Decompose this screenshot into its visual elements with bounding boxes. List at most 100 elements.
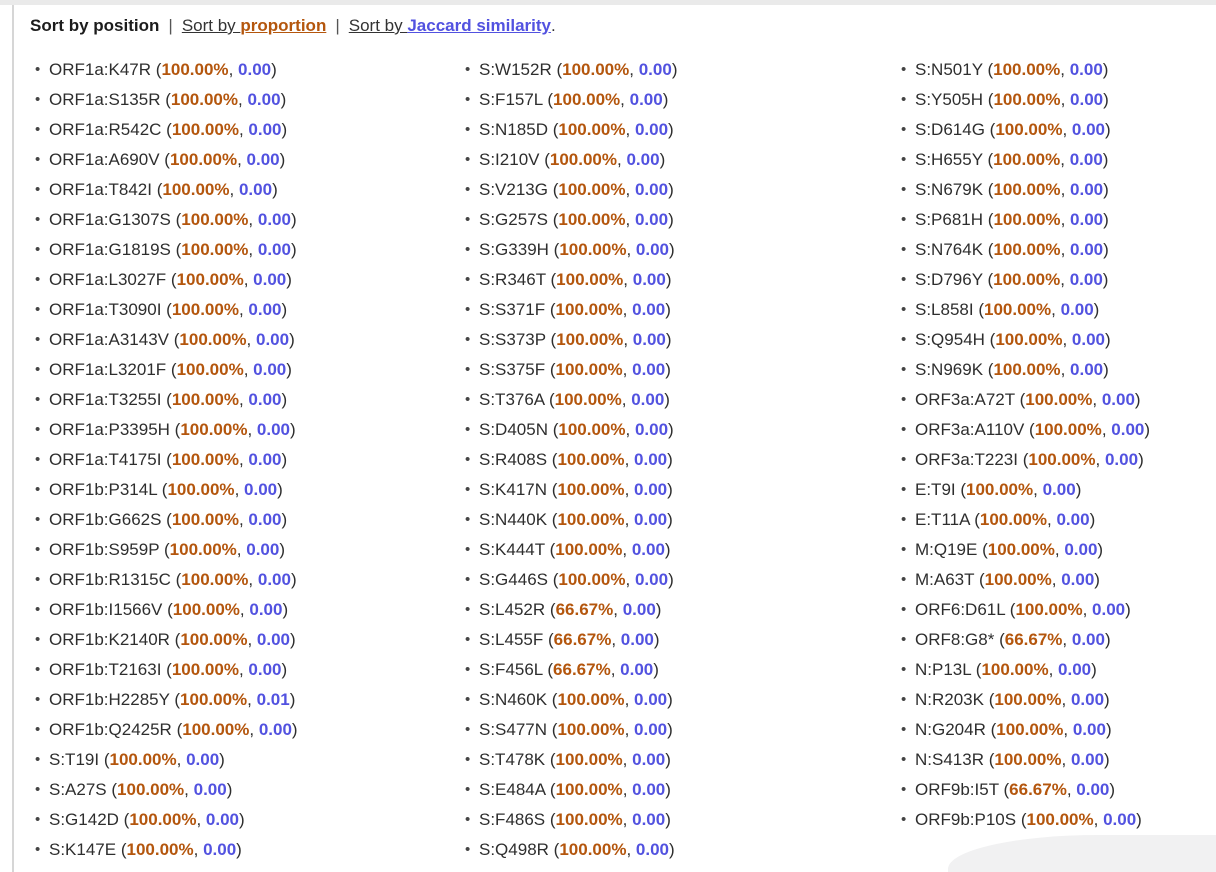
jaccard-value: 0.00 bbox=[1092, 600, 1126, 619]
comma: , bbox=[1063, 720, 1073, 739]
mutation-item: S:G339H (100.00%, 0.00) bbox=[465, 235, 896, 265]
open-paren: ( bbox=[544, 390, 555, 409]
proportion-value: 100.00% bbox=[180, 420, 248, 439]
mutation-item: ORF1b:G662S (100.00%, 0.00) bbox=[35, 505, 460, 535]
comma: , bbox=[1048, 660, 1059, 679]
jaccard-value: 0.00 bbox=[193, 780, 227, 799]
jaccard-value: 0.00 bbox=[246, 150, 280, 169]
sort-by-jaccard-link[interactable]: Sort by Jaccard similarity bbox=[349, 16, 551, 35]
comma: , bbox=[238, 300, 249, 319]
left-border bbox=[12, 5, 14, 872]
jaccard-value: 0.00 bbox=[635, 240, 669, 259]
proportion-value: 100.00% bbox=[993, 360, 1061, 379]
jaccard-value: 0.00 bbox=[632, 810, 666, 829]
mutation-name: ORF1b:K2140R bbox=[49, 630, 170, 649]
open-paren: ( bbox=[169, 330, 180, 349]
close-paren: ) bbox=[667, 720, 673, 739]
jaccard-value: 0.00 bbox=[1101, 390, 1135, 409]
open-paren: ( bbox=[545, 600, 556, 619]
mutation-item: ORF1b:R1315C (100.00%, 0.00) bbox=[35, 565, 460, 595]
mutation-name: S:A27S bbox=[49, 780, 107, 799]
proportion-value: 100.00% bbox=[109, 750, 177, 769]
mutation-item: S:F157L (100.00%, 0.00) bbox=[465, 85, 896, 115]
jaccard-value: 0.00 bbox=[1061, 570, 1095, 589]
comma: , bbox=[1060, 90, 1071, 109]
proportion-value: 100.00% bbox=[562, 60, 630, 79]
mutation-name: ORF1b:H2285Y bbox=[49, 690, 170, 709]
proportion-value: 100.00% bbox=[993, 60, 1061, 79]
close-paren: ) bbox=[665, 270, 672, 289]
close-paren: ) bbox=[1105, 330, 1111, 349]
jaccard-value: 0.00 bbox=[253, 270, 287, 289]
mutation-name: N:R203K bbox=[915, 690, 984, 709]
jaccard-value: 0.00 bbox=[205, 810, 239, 829]
proportion-value: 100.00% bbox=[169, 540, 237, 559]
jaccard-value: 0.00 bbox=[629, 90, 663, 109]
sort-by-proportion-link[interactable]: Sort by proportion bbox=[182, 16, 327, 35]
close-paren: ) bbox=[1138, 450, 1144, 469]
proportion-value: 100.00% bbox=[171, 660, 239, 679]
jaccard-value: 0.00 bbox=[626, 150, 660, 169]
jaccard-value: 0.00 bbox=[238, 60, 272, 79]
open-paren: ( bbox=[159, 540, 170, 559]
close-paren: ) bbox=[1105, 120, 1111, 139]
jaccard-value: 0.00 bbox=[253, 360, 287, 379]
jaccard-value: 0.00 bbox=[238, 180, 273, 199]
open-paren: ( bbox=[548, 570, 559, 589]
close-paren: ) bbox=[671, 60, 678, 79]
mutation-name: S:G142D bbox=[49, 810, 119, 829]
open-paren: ( bbox=[542, 660, 554, 679]
close-paren: ) bbox=[1102, 270, 1109, 289]
mutation-name: ORF1a:T3255I bbox=[49, 390, 162, 409]
close-paren: ) bbox=[290, 240, 297, 259]
open-paren: ( bbox=[169, 690, 181, 709]
mutation-name: S:K417N bbox=[479, 480, 548, 499]
mutation-name: ORF1a:K47R bbox=[49, 60, 152, 79]
proportion-value: 100.00% bbox=[171, 120, 239, 139]
open-paren: ( bbox=[983, 360, 994, 379]
close-paren: ) bbox=[668, 570, 674, 589]
jaccard-value: 0.00 bbox=[244, 480, 278, 499]
proportion-value: 100.00% bbox=[557, 480, 625, 499]
mutation-name: ORF3a:A110V bbox=[915, 420, 1025, 439]
mutation-name: ORF1a:R542C bbox=[49, 120, 162, 139]
close-paren: ) bbox=[1104, 750, 1110, 769]
mutation-item: S:T19I (100.00%, 0.00) bbox=[35, 745, 460, 775]
mutation-name: ORF1a:A3143V bbox=[49, 330, 170, 349]
comma: , bbox=[248, 210, 258, 229]
sort-link-prefix: Sort by bbox=[181, 16, 241, 35]
mutation-name: S:N440K bbox=[479, 510, 548, 529]
close-paren: ) bbox=[279, 150, 286, 169]
comma: , bbox=[1101, 420, 1112, 439]
close-paren: ) bbox=[1136, 810, 1142, 829]
close-paren: ) bbox=[286, 270, 292, 289]
proportion-value: 100.00% bbox=[162, 180, 230, 199]
mutation-item: ORF1b:T2163I (100.00%, 0.00) bbox=[35, 655, 460, 685]
mutation-item: N:G204R (100.00%, 0.00) bbox=[901, 715, 1216, 745]
mutation-name: S:D405N bbox=[479, 420, 548, 439]
close-paren: ) bbox=[665, 780, 671, 799]
jaccard-value: 0.00 bbox=[634, 690, 668, 709]
comma: , bbox=[1093, 810, 1104, 829]
mutation-name: ORF1b:P314L bbox=[49, 480, 158, 499]
comma: , bbox=[620, 90, 630, 109]
open-paren: ( bbox=[983, 180, 994, 199]
proportion-value: 100.00% bbox=[557, 690, 625, 709]
proportion-value: 100.00% bbox=[993, 270, 1061, 289]
comma: , bbox=[610, 660, 621, 679]
mutation-name: ORF1a:T3090I bbox=[49, 300, 162, 319]
comma: , bbox=[176, 750, 187, 769]
mutation-name: S:R408S bbox=[479, 450, 548, 469]
mutation-name: S:D796Y bbox=[915, 270, 983, 289]
close-paren: ) bbox=[665, 330, 672, 349]
close-paren: ) bbox=[277, 480, 283, 499]
close-paren: ) bbox=[290, 210, 297, 229]
mutation-name: N:P13L bbox=[915, 660, 972, 679]
open-paren: ( bbox=[170, 210, 182, 229]
mutation-item: S:S375F (100.00%, 0.00) bbox=[465, 355, 896, 385]
open-paren: ( bbox=[547, 420, 559, 439]
mutation-item: ORF6:D61L (100.00%, 0.00) bbox=[901, 595, 1216, 625]
comma: , bbox=[1054, 540, 1065, 559]
mutation-name: E:T11A bbox=[915, 510, 970, 529]
mutation-name: ORF9b:I5T bbox=[915, 780, 999, 799]
